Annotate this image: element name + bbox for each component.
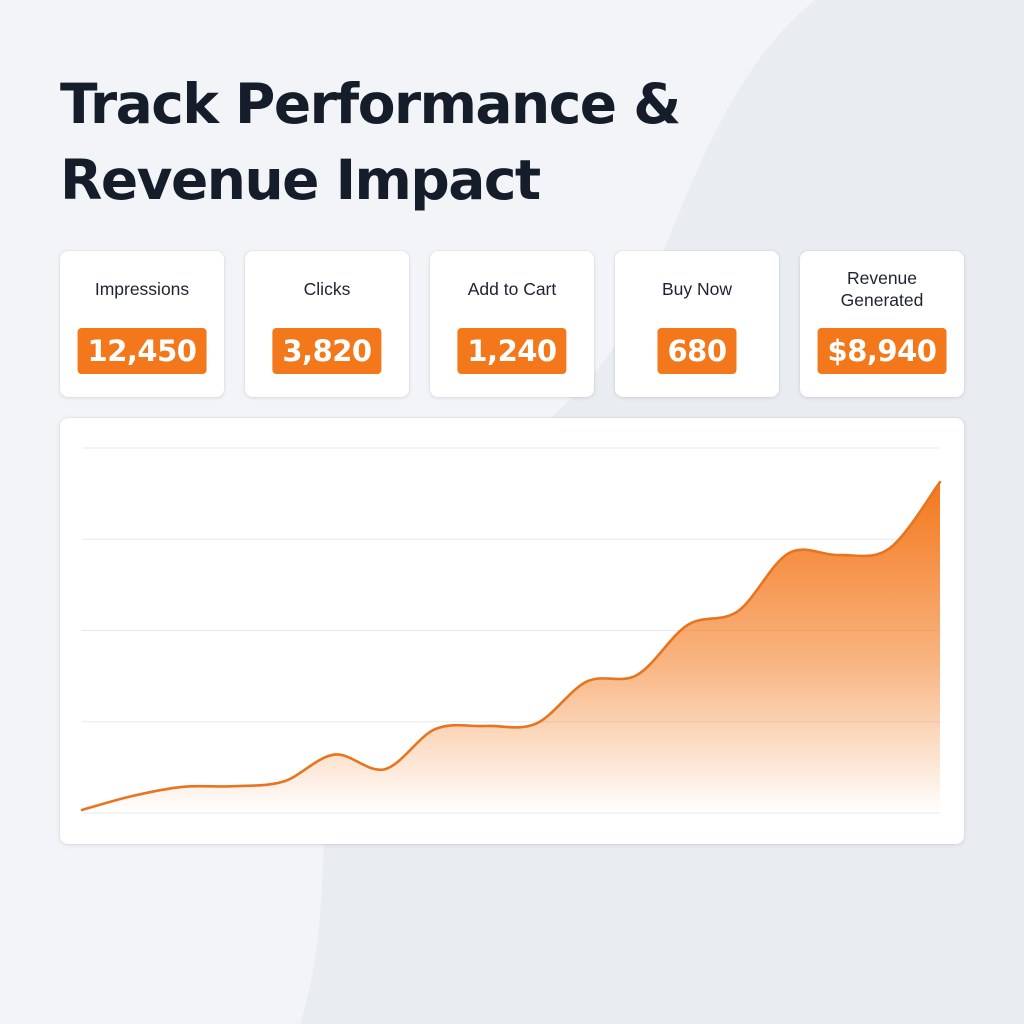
revenue-chart [60,418,964,844]
series-line [80,480,942,812]
metric-value-buy-now: 680 [657,328,737,374]
metrics-row: Impressions 12,450 Clicks 3,820 Add to C… [60,251,964,397]
page-title-line-2: Revenue Impact [60,148,541,212]
metric-card-buy-now: Buy Now 680 [615,251,779,397]
series-area [82,482,940,813]
page-title-line-1: Track Performance & [60,72,681,136]
metric-value-revenue-generated: $8,940 [817,328,947,374]
metric-value-clicks: 3,820 [272,328,382,374]
metric-card-clicks: Clicks 3,820 [245,251,409,397]
metric-card-revenue-generated: Revenue Generated $8,940 [800,251,964,397]
metric-label-revenue-generated: Revenue Generated [840,268,924,310]
page-title: Track Performance & Revenue Impact [60,66,780,218]
metric-value-add-to-cart: 1,240 [457,328,567,374]
metric-label-impressions: Impressions [94,279,190,299]
metric-card-impressions: Impressions 12,450 [60,251,224,397]
metric-card-add-to-cart: Add to Cart 1,240 [430,251,594,397]
metric-label-add-to-cart: Add to Cart [467,279,557,299]
metric-label-buy-now: Buy Now [661,279,733,299]
metric-label-clicks: Clicks [303,279,351,299]
metric-value-impressions: 12,450 [77,328,207,374]
revenue-chart-svg [80,447,942,814]
